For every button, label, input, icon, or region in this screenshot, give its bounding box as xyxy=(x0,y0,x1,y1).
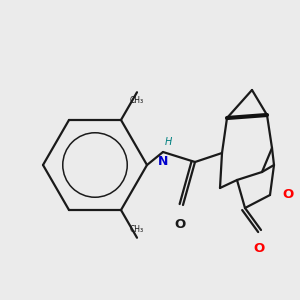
Text: H: H xyxy=(165,137,172,147)
Text: CH₃: CH₃ xyxy=(130,225,144,234)
Text: O: O xyxy=(174,218,186,231)
Text: CH₃: CH₃ xyxy=(130,96,144,105)
Text: O: O xyxy=(282,188,293,202)
Text: N: N xyxy=(158,155,168,168)
Text: O: O xyxy=(254,242,265,255)
